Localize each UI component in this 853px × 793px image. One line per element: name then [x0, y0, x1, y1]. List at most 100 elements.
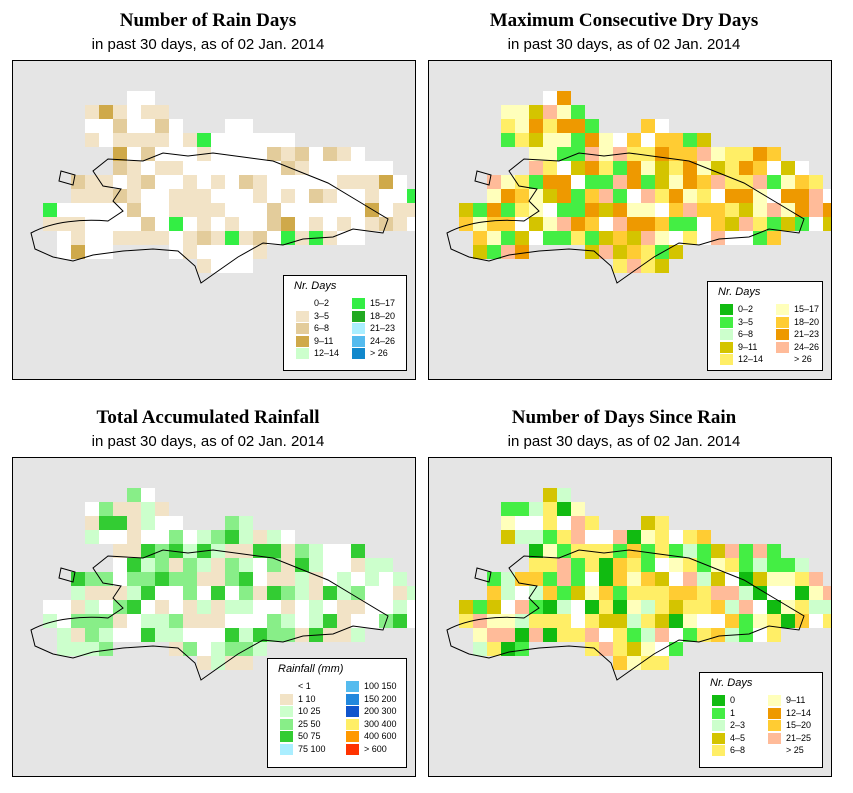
grid-cell	[393, 175, 407, 189]
grid-cell	[183, 217, 197, 231]
grid-cell	[655, 217, 669, 231]
grid-cell	[323, 572, 337, 586]
grid-cell	[337, 586, 351, 600]
grid-cell	[211, 572, 225, 586]
grid-cell	[253, 203, 267, 217]
grid-cell	[711, 217, 725, 231]
legend-title: Rainfall (mm)	[278, 663, 344, 675]
map-total-rainfall: Rainfall (mm) < 1 1 10 10 25 25 50 50 75 75 1…	[12, 457, 416, 777]
grid-cell	[795, 586, 809, 600]
grid-cell	[599, 231, 613, 245]
grid-cell	[809, 189, 823, 203]
grid-cell	[767, 586, 781, 600]
grid-cell	[795, 572, 809, 586]
grid-cell	[725, 189, 739, 203]
grid-cell	[309, 600, 323, 614]
grid-cell	[599, 161, 613, 175]
grid-cell	[697, 614, 711, 628]
grid-cell	[197, 642, 211, 656]
grid-cell	[613, 189, 627, 203]
grid-cell	[113, 628, 127, 642]
legend-swatch	[352, 335, 365, 347]
grid-cell	[557, 105, 571, 119]
grid-cell	[571, 217, 585, 231]
grid-cell	[823, 217, 831, 231]
grid-cell	[127, 161, 141, 175]
grid-cell	[183, 245, 197, 259]
grid-cell	[655, 572, 669, 586]
legend-swatch	[280, 743, 293, 755]
grid-cell	[613, 175, 627, 189]
grid-cell	[515, 516, 529, 530]
grid-cell	[669, 245, 683, 259]
grid-cell	[599, 572, 613, 586]
grid-cell	[571, 628, 585, 642]
grid-cell	[295, 628, 309, 642]
grid-cell	[571, 175, 585, 189]
grid-cell	[239, 572, 253, 586]
grid-cell	[57, 642, 71, 656]
grid-cell	[169, 231, 183, 245]
grid-cell	[127, 175, 141, 189]
grid-cell	[323, 558, 337, 572]
legend-label: 1	[730, 707, 736, 718]
grid-cell	[543, 544, 557, 558]
grid-cell	[239, 175, 253, 189]
grid-cell	[183, 544, 197, 558]
grid-cell	[655, 175, 669, 189]
grid-cell	[365, 217, 379, 231]
grid-cell	[655, 119, 669, 133]
grid-cell	[613, 245, 627, 259]
grid-cell	[543, 231, 557, 245]
legend-swatch	[720, 354, 733, 365]
grid-cell	[85, 642, 99, 656]
grid-cell	[585, 642, 599, 656]
legend-label: 4–5	[730, 732, 746, 743]
legend-label: 6–8	[730, 745, 746, 755]
grid-cell	[267, 530, 281, 544]
grid-cell	[113, 516, 127, 530]
grid-cell	[725, 203, 739, 217]
grid-cell	[529, 544, 543, 558]
grid-cell	[85, 516, 99, 530]
grid-cell	[571, 147, 585, 161]
grid-cell	[253, 175, 267, 189]
grid-cell	[407, 189, 415, 203]
grid-cell	[169, 245, 183, 259]
grid-cell	[267, 189, 281, 203]
grid-cell	[529, 161, 543, 175]
grid-cell	[739, 231, 753, 245]
legend-label: 25 50	[298, 718, 321, 729]
grid-cell	[85, 530, 99, 544]
grid-cell	[487, 614, 501, 628]
grid-cell	[753, 614, 767, 628]
grid-cell	[599, 217, 613, 231]
legend-label: 6–8	[314, 323, 330, 333]
grid-cell	[711, 203, 725, 217]
legend-label: > 26	[794, 354, 812, 364]
legend-label: > 25	[786, 745, 804, 755]
grid-cell	[127, 530, 141, 544]
legend: Nr. Days 0–2 3–5 6–8 9–11 12–14 15–17 18–20 21–…	[707, 281, 823, 371]
grid-cell	[613, 133, 627, 147]
grid-cell	[613, 628, 627, 642]
grid-cell	[295, 203, 309, 217]
grid-cell	[669, 600, 683, 614]
grid-cell	[655, 614, 669, 628]
legend-label: 10 25	[298, 706, 321, 716]
grid-cell	[141, 175, 155, 189]
grid-cell	[155, 586, 169, 600]
grid-cell	[529, 572, 543, 586]
grid-cell	[627, 530, 641, 544]
grid-cell	[141, 614, 155, 628]
grid-cell	[613, 558, 627, 572]
grid-cell	[57, 600, 71, 614]
panel-total-rainfall: Total Accumulated Rainfall in past 30 da…	[0, 397, 416, 793]
grid-cell	[155, 572, 169, 586]
grid-cell	[697, 217, 711, 231]
grid-cell	[85, 614, 99, 628]
legend-swatch	[352, 323, 365, 334]
grid-cell	[127, 91, 141, 105]
legend-label: 15–17	[794, 304, 820, 314]
grid-cell	[225, 544, 239, 558]
